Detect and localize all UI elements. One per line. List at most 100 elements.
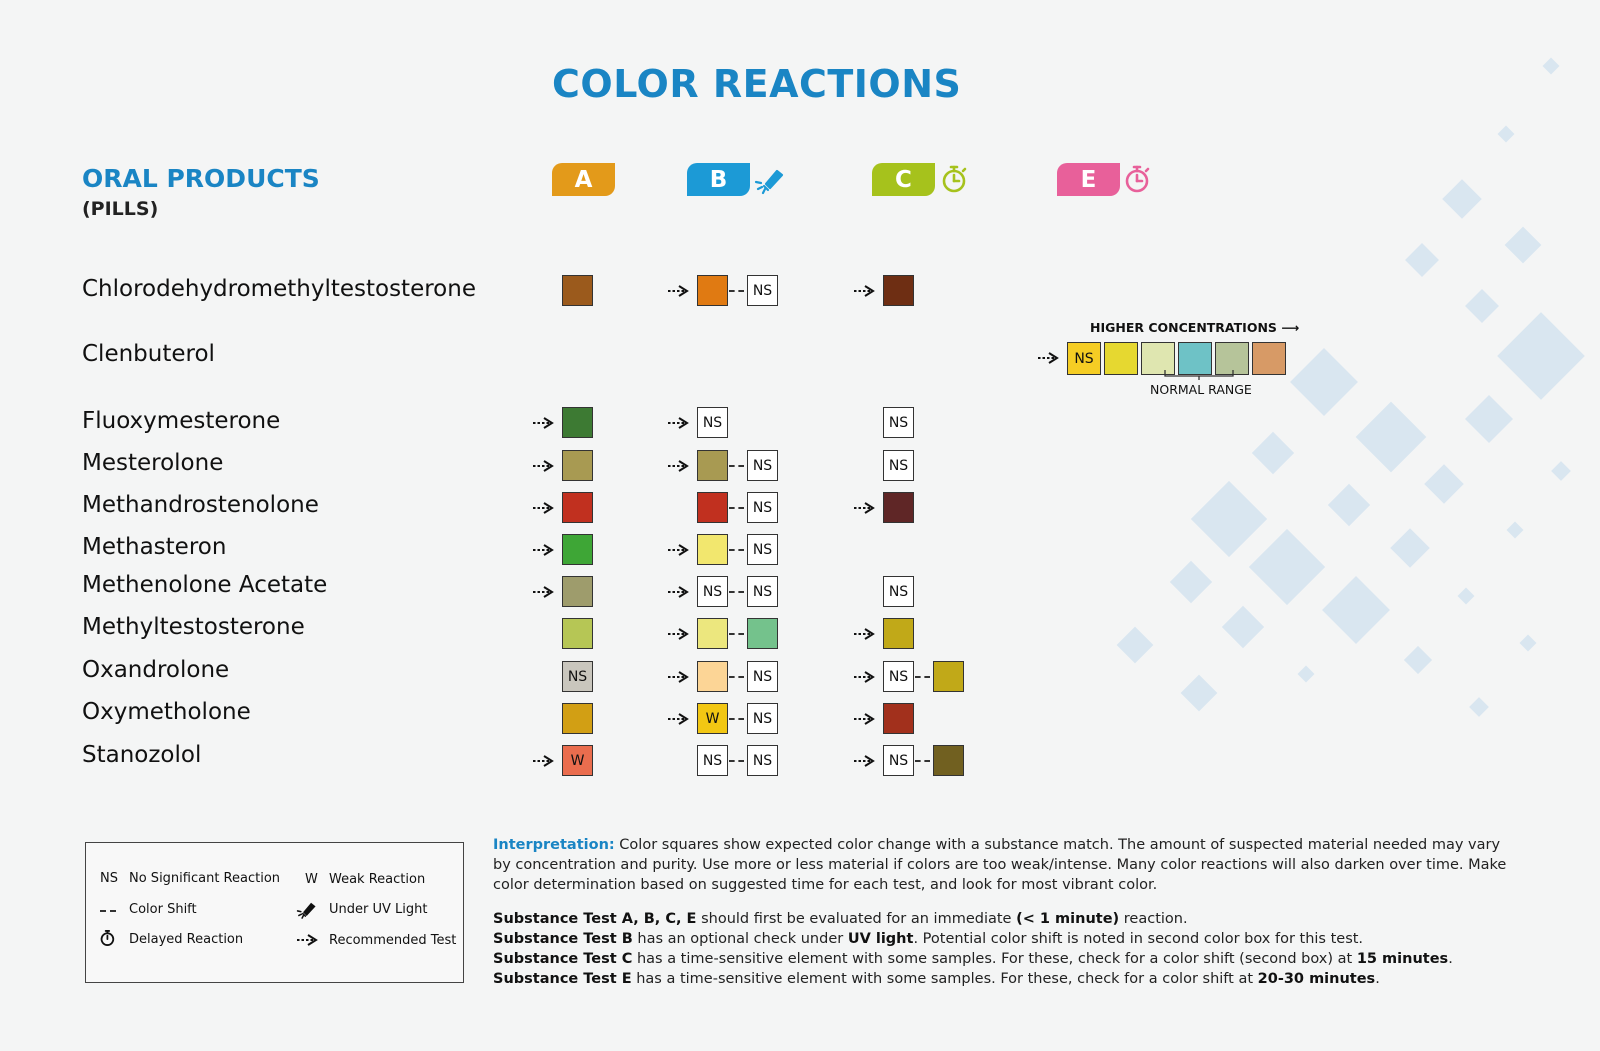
- uv-flashlight-icon: [296, 902, 316, 919]
- color-swatch: [1178, 342, 1212, 375]
- color-swatch: [562, 275, 593, 306]
- substance-name: Oxymetholone: [82, 699, 251, 725]
- color-swatch: [562, 534, 593, 565]
- no-reaction-box: NS: [697, 745, 728, 776]
- color-swatch: [562, 492, 593, 523]
- color-shift-dash: [729, 591, 744, 593]
- delayed-legend-text: Delayed Reaction: [129, 932, 244, 947]
- color-shift-dash: [729, 718, 744, 720]
- recommended-arrow-icon: [854, 285, 875, 297]
- color-swatch: [697, 450, 728, 481]
- substance-name: Stanozolol: [82, 742, 202, 768]
- recommended-arrow-icon: [297, 934, 318, 946]
- color-shift-icon: [100, 910, 116, 912]
- color-shift-dash: [915, 676, 930, 678]
- color-swatch: [883, 275, 914, 306]
- recommended-arrow-icon: [533, 502, 554, 514]
- substance-name: Clenbuterol: [82, 341, 215, 367]
- color-swatch: [697, 618, 728, 649]
- no-reaction-box: NS: [697, 407, 728, 438]
- stopwatch-icon: [1125, 165, 1150, 193]
- recommended-arrow-icon: [533, 586, 554, 598]
- test-a-header: A: [552, 163, 615, 196]
- color-shift-legend-text: Color Shift: [129, 902, 197, 917]
- arrow-right-icon: ⟶: [1281, 320, 1300, 335]
- color-swatch: [883, 703, 914, 734]
- no-reaction-box: NS: [747, 745, 778, 776]
- no-reaction-box: NS: [883, 745, 914, 776]
- color-shift-dash: [729, 676, 744, 678]
- ns-symbol: NS: [100, 871, 118, 886]
- color-swatch: [562, 576, 593, 607]
- color-shift-dash: [729, 633, 744, 635]
- recommended-arrow-icon: [533, 460, 554, 472]
- recommended-legend-text: Recommended Test: [329, 933, 457, 948]
- test-b-header: B: [687, 163, 750, 196]
- color-swatch: [562, 618, 593, 649]
- substance-name: Methenolone Acetate: [82, 572, 328, 598]
- no-reaction-box: NS: [747, 492, 778, 523]
- stopwatch-icon: [100, 930, 115, 946]
- recommended-arrow-icon: [668, 671, 689, 683]
- legend: NS No Significant Reaction W Weak Reacti…: [85, 842, 464, 983]
- test-e-header: E: [1057, 163, 1120, 196]
- color-swatch: [1141, 342, 1175, 375]
- normal-range-label: NORMAL RANGE: [1150, 382, 1252, 397]
- note-line: Substance Test A, B, C, E should first b…: [493, 911, 1188, 927]
- uv-legend-text: Under UV Light: [329, 902, 428, 917]
- note-line: Substance Test B has an optional check u…: [493, 931, 1364, 947]
- test-c-header: C: [872, 163, 935, 196]
- color-swatch: [933, 745, 964, 776]
- recommended-arrow-icon: [854, 671, 875, 683]
- color-swatch: [883, 618, 914, 649]
- recommended-arrow-icon: [854, 755, 875, 767]
- color-swatch: [562, 407, 593, 438]
- weak-reaction-box: W: [562, 745, 593, 776]
- note-line: Substance Test E has a time-sensitive el…: [493, 971, 1380, 987]
- recommended-arrow-icon: [668, 285, 689, 297]
- color-shift-dash: [915, 760, 930, 762]
- no-reaction-box: NS: [747, 534, 778, 565]
- page-title: COLOR REACTIONS: [552, 62, 962, 106]
- no-reaction-box: NS: [747, 450, 778, 481]
- no-reaction-box: NS: [747, 661, 778, 692]
- recommended-arrow-icon: [668, 417, 689, 429]
- substance-name: Methyltestosterone: [82, 614, 305, 640]
- color-swatch: [933, 661, 964, 692]
- color-swatch: [697, 275, 728, 306]
- no-reaction-box: NS: [1067, 342, 1101, 375]
- substance-name: Chlorodehydromethyltestosterone: [82, 276, 476, 302]
- color-swatch: [1104, 342, 1138, 375]
- color-shift-dash: [729, 507, 744, 509]
- no-reaction-box: NS: [883, 576, 914, 607]
- color-swatch: [697, 534, 728, 565]
- w-legend-text: Weak Reaction: [329, 872, 426, 887]
- color-swatch: [883, 492, 914, 523]
- recommended-arrow-icon: [854, 713, 875, 725]
- color-swatch: [1215, 342, 1249, 375]
- no-reaction-box: NS: [747, 703, 778, 734]
- ns-legend-text: No Significant Reaction: [129, 871, 281, 886]
- no-reaction-box: NS: [697, 576, 728, 607]
- w-symbol: W: [305, 872, 318, 887]
- section-subtitle: (PILLS): [82, 198, 159, 220]
- recommended-arrow-icon: [854, 628, 875, 640]
- no-reaction-box: NS: [747, 576, 778, 607]
- recommended-arrow-icon: [533, 544, 554, 556]
- no-reaction-box: NS: [562, 661, 593, 692]
- section-title: ORAL PRODUCTS: [82, 164, 320, 193]
- higher-concentrations-label: HIGHER CONCENTRATIONS ⟶: [1090, 320, 1300, 335]
- recommended-arrow-icon: [668, 586, 689, 598]
- color-swatch: [697, 492, 728, 523]
- color-shift-dash: [729, 465, 744, 467]
- substance-name: Fluoxymesterone: [82, 408, 281, 434]
- color-swatch: [747, 618, 778, 649]
- color-swatch: [1252, 342, 1286, 375]
- recommended-arrow-icon: [668, 628, 689, 640]
- color-swatch: [562, 703, 593, 734]
- substance-name: Oxandrolone: [82, 657, 230, 683]
- normal-range-bracket: [1164, 370, 1234, 380]
- stopwatch-icon: [942, 165, 967, 193]
- interpretation-text: Interpretation: Color squares show expec…: [493, 837, 1507, 893]
- color-shift-dash: [729, 290, 744, 292]
